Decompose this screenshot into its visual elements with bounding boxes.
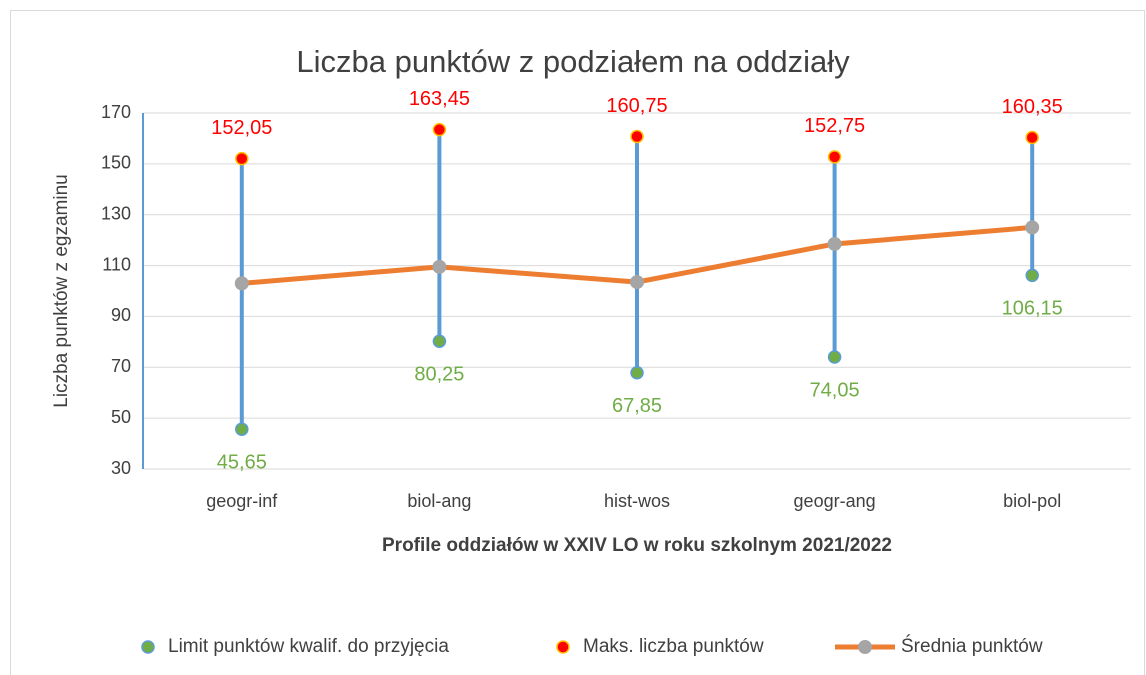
max-value-label: 152,05 — [211, 117, 272, 139]
y-tick-label: 110 — [102, 254, 131, 274]
max-marker — [1025, 130, 1039, 145]
max-value-label: 160,75 — [606, 95, 667, 117]
y-tick-label: 90 — [111, 305, 131, 325]
y-tick-label: 30 — [111, 458, 131, 478]
y-tick-label: 170 — [101, 102, 131, 122]
y-tick-label: 130 — [101, 203, 131, 223]
x-axis-title: Profile oddziałów w XXIV LO w roku szkol… — [382, 535, 892, 556]
y-tick-label: 70 — [111, 356, 131, 376]
average-marker — [630, 275, 644, 290]
chart-border — [10, 10, 1145, 675]
average-marker — [432, 259, 447, 274]
average-marker — [234, 276, 249, 291]
y-tick-label: 50 — [111, 407, 131, 427]
min-value-label: 67,85 — [612, 395, 662, 417]
average-marker — [1025, 220, 1040, 235]
legend-label: Maks. liczba punktów — [583, 636, 764, 657]
y-tick-label: 150 — [101, 153, 131, 173]
x-tick-label: geogr-inf — [206, 491, 278, 511]
min-marker — [827, 350, 842, 364]
min-value-label: 80,25 — [414, 364, 464, 386]
min-marker — [630, 366, 644, 380]
legend-label: Limit punktów kwalif. do przyjęcia — [168, 636, 449, 657]
min-value-label: 74,05 — [810, 379, 860, 401]
max-value-label: 152,75 — [804, 115, 865, 137]
min-marker — [432, 334, 447, 348]
max-marker — [235, 151, 249, 166]
x-tick-label: biol-pol — [1003, 491, 1061, 511]
legend-marker — [556, 640, 570, 654]
legend-marker — [858, 640, 872, 654]
legend-marker — [141, 640, 155, 654]
chart-title: Liczba punktów z podziałem na oddziały — [296, 44, 850, 79]
legend-label: Średnia punktów — [901, 635, 1043, 657]
max-value-label: 163,45 — [409, 88, 470, 110]
min-value-label: 45,65 — [217, 451, 267, 473]
max-marker — [630, 129, 644, 144]
x-tick-label: hist-wos — [604, 491, 670, 511]
max-value-label: 160,35 — [1002, 96, 1063, 118]
max-marker — [432, 122, 447, 137]
average-marker — [827, 236, 842, 251]
x-tick-label: biol-ang — [407, 491, 471, 511]
min-value-label: 106,15 — [1002, 298, 1063, 320]
x-tick-label: geogr-ang — [794, 491, 876, 511]
max-marker — [827, 150, 842, 164]
y-axis-title: Liczba punktów z egzaminu — [51, 174, 72, 407]
min-marker — [1025, 268, 1039, 283]
min-marker — [235, 422, 249, 436]
